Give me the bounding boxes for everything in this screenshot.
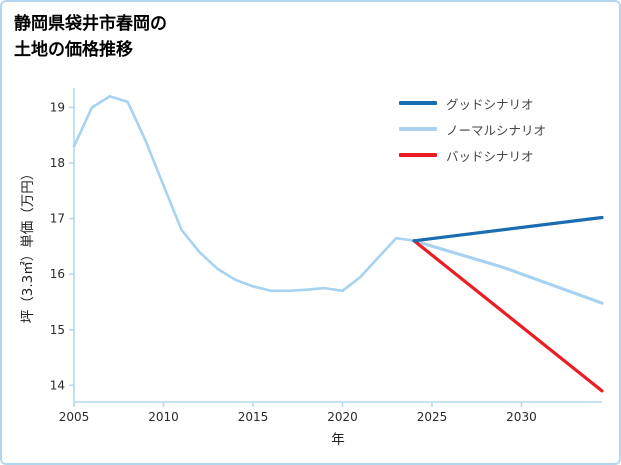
legend-item: ノーマルシナリオ xyxy=(399,116,546,142)
x-tick-label: 2010 xyxy=(148,410,179,424)
x-tick-label: 2030 xyxy=(506,410,537,424)
x-tick-label: 2005 xyxy=(59,410,90,424)
y-tick-label: 15 xyxy=(50,323,65,337)
y-tick-label: 18 xyxy=(50,156,65,170)
legend-line-swatch xyxy=(399,101,437,105)
legend: グッドシナリオ ノーマルシナリオ バッドシナリオ xyxy=(399,90,546,168)
chart-title: 静岡県袋井市春岡の 土地の価格推移 xyxy=(14,12,167,63)
y-axis-label: 坪（3.3㎡）単価（万円） xyxy=(20,166,36,324)
series-normal-scenario xyxy=(412,239,604,305)
legend-label: バッドシナリオ xyxy=(446,148,534,164)
legend-label: グッドシナリオ xyxy=(446,96,534,112)
x-tick-label: 2020 xyxy=(327,410,358,424)
y-tick-label: 16 xyxy=(50,267,65,281)
y-tick-label: 14 xyxy=(50,378,65,392)
x-tick-label: 2015 xyxy=(238,410,269,424)
legend-line-swatch xyxy=(399,127,437,131)
chart-title-line1: 静岡県袋井市春岡の xyxy=(14,14,167,34)
x-axis-label: 年 xyxy=(331,432,345,448)
legend-label: ノーマルシナリオ xyxy=(446,122,547,138)
series-good-scenario xyxy=(412,215,604,243)
axes: 2005 2010 2015 2020 2025 2030 14 15 16 17 18 19 xyxy=(50,88,602,424)
legend-item: バッドシナリオ xyxy=(399,142,546,168)
chart-title-line2: 土地の価格推移 xyxy=(14,39,133,60)
series-lines xyxy=(72,95,604,393)
series-bad-scenario xyxy=(412,239,604,393)
y-tick-label: 19 xyxy=(50,100,65,114)
legend-item: グッドシナリオ xyxy=(399,90,546,116)
x-tick-label: 2025 xyxy=(417,410,448,424)
y-tick-label: 17 xyxy=(50,212,65,226)
legend-line-swatch xyxy=(399,153,437,157)
series-history xyxy=(72,95,416,293)
